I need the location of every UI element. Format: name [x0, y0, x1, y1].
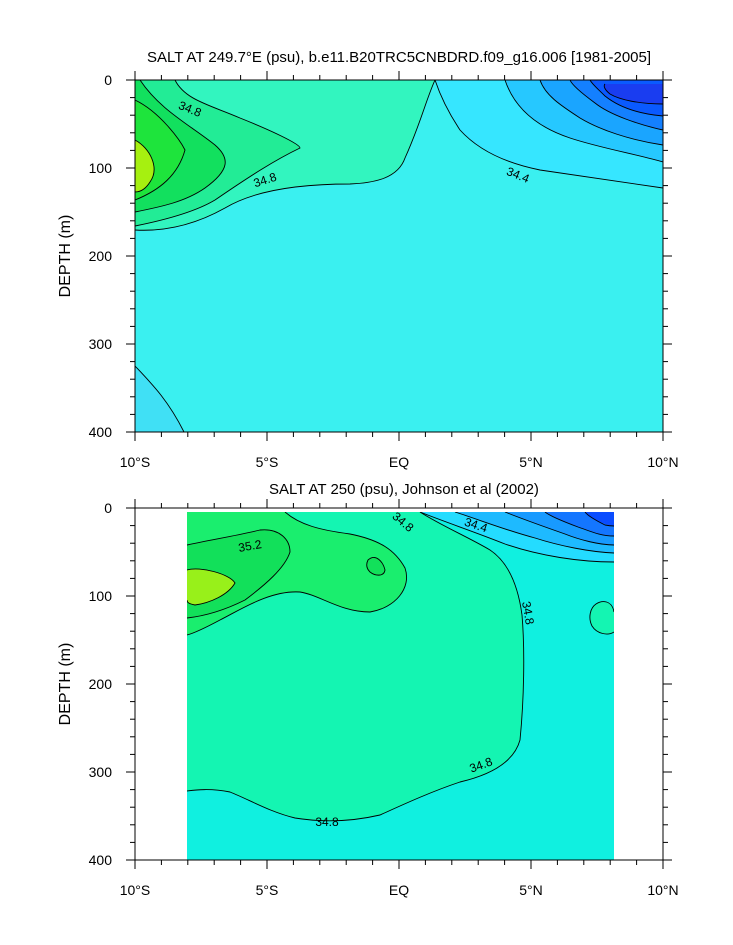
bottom-x-tick-label: 5°S — [256, 882, 279, 898]
bottom-low-5 — [585, 512, 614, 526]
bottom-contour-label: 35.2 — [237, 537, 263, 555]
bottom-core — [187, 568, 235, 605]
bottom-y-tick-label: 400 — [89, 852, 113, 868]
top-y-tick-label: 100 — [89, 160, 113, 176]
top-contour-line — [135, 80, 301, 227]
bottom-contour-line — [419, 512, 614, 563]
top-contour-line — [539, 80, 663, 146]
bottom-contour-line — [544, 512, 614, 537]
bottom-contour-line — [366, 557, 386, 576]
bottom-y-tick-label: 300 — [89, 764, 113, 780]
top-contour-line — [135, 80, 226, 213]
top-y-axis-title: DEPTH (m) — [57, 215, 74, 298]
top-chart-title: SALT AT 249.7°E (psu), b.e11.B20TRC5CNBD… — [147, 49, 651, 66]
bottom-contour-line — [504, 512, 614, 546]
bottom-panel: SALT AT 250 (psu), Johnson et al (2002) — [57, 481, 679, 898]
bottom-x-tick-label: 10°N — [647, 882, 678, 898]
top-y-tick-label: 0 — [104, 72, 112, 88]
top-axis-ticks — [126, 71, 672, 441]
top-contour-label: 34.8 — [252, 170, 279, 191]
bottom-contour-label: 34.8 — [519, 600, 537, 626]
top-panel: SALT AT 249.7°E (psu), b.e11.B20TRC5CNBD… — [57, 49, 679, 470]
bottom-low-pocket — [589, 601, 614, 634]
bottom-contour-line — [589, 601, 614, 635]
bottom-contour-label: 34.8 — [315, 815, 339, 829]
top-contour-line — [569, 80, 663, 131]
top-x-tick-label: EQ — [389, 454, 409, 470]
top-contour-line — [135, 139, 155, 193]
bottom-y-tick-label: 100 — [89, 588, 113, 604]
bottom-y-axis-title: DEPTH (m) — [57, 643, 74, 726]
bottom-contour-line — [454, 512, 614, 554]
bottom-contour-line — [187, 568, 236, 606]
top-contour-line — [603, 83, 663, 105]
bottom-contour-line — [187, 529, 291, 619]
bottom-contour-line — [187, 512, 525, 822]
top-x-tick-label: 5°N — [519, 454, 543, 470]
bottom-y-tick-label: 200 — [89, 676, 113, 692]
top-core — [135, 140, 155, 192]
top-contour-line — [135, 99, 186, 201]
top-contour-line — [589, 80, 663, 117]
bottom-axis-ticks — [126, 499, 672, 869]
top-x-tick-label: 5°S — [256, 454, 279, 470]
top-contour-line — [434, 80, 663, 189]
bottom-y-tick-label: 0 — [104, 500, 112, 516]
bottom-contour-label: 34.4 — [463, 515, 490, 536]
top-deep-low-region — [135, 366, 184, 432]
top-y-tick-label: 200 — [89, 248, 113, 264]
bottom-x-tick-label: EQ — [389, 882, 409, 898]
bottom-pocket-35-2 — [366, 557, 385, 576]
top-x-tick-label: 10°N — [647, 454, 678, 470]
bottom-x-tick-label: 5°N — [519, 882, 543, 898]
top-y-tick-label: 400 — [89, 424, 113, 440]
bottom-x-tick-label: 10°S — [120, 882, 151, 898]
bottom-contour-line — [584, 512, 614, 527]
top-contour-field — [135, 80, 663, 432]
top-x-tick-label: 10°S — [120, 454, 151, 470]
top-contour-line — [135, 80, 436, 231]
bottom-contour-line — [187, 512, 407, 636]
top-low-6 — [604, 84, 663, 104]
bottom-chart-title: SALT AT 250 (psu), Johnson et al (2002) — [269, 481, 539, 498]
top-contour-line — [135, 365, 185, 432]
top-contour-line — [504, 80, 663, 163]
top-y-tick-label: 300 — [89, 336, 113, 352]
bottom-contour-field — [187, 512, 614, 860]
